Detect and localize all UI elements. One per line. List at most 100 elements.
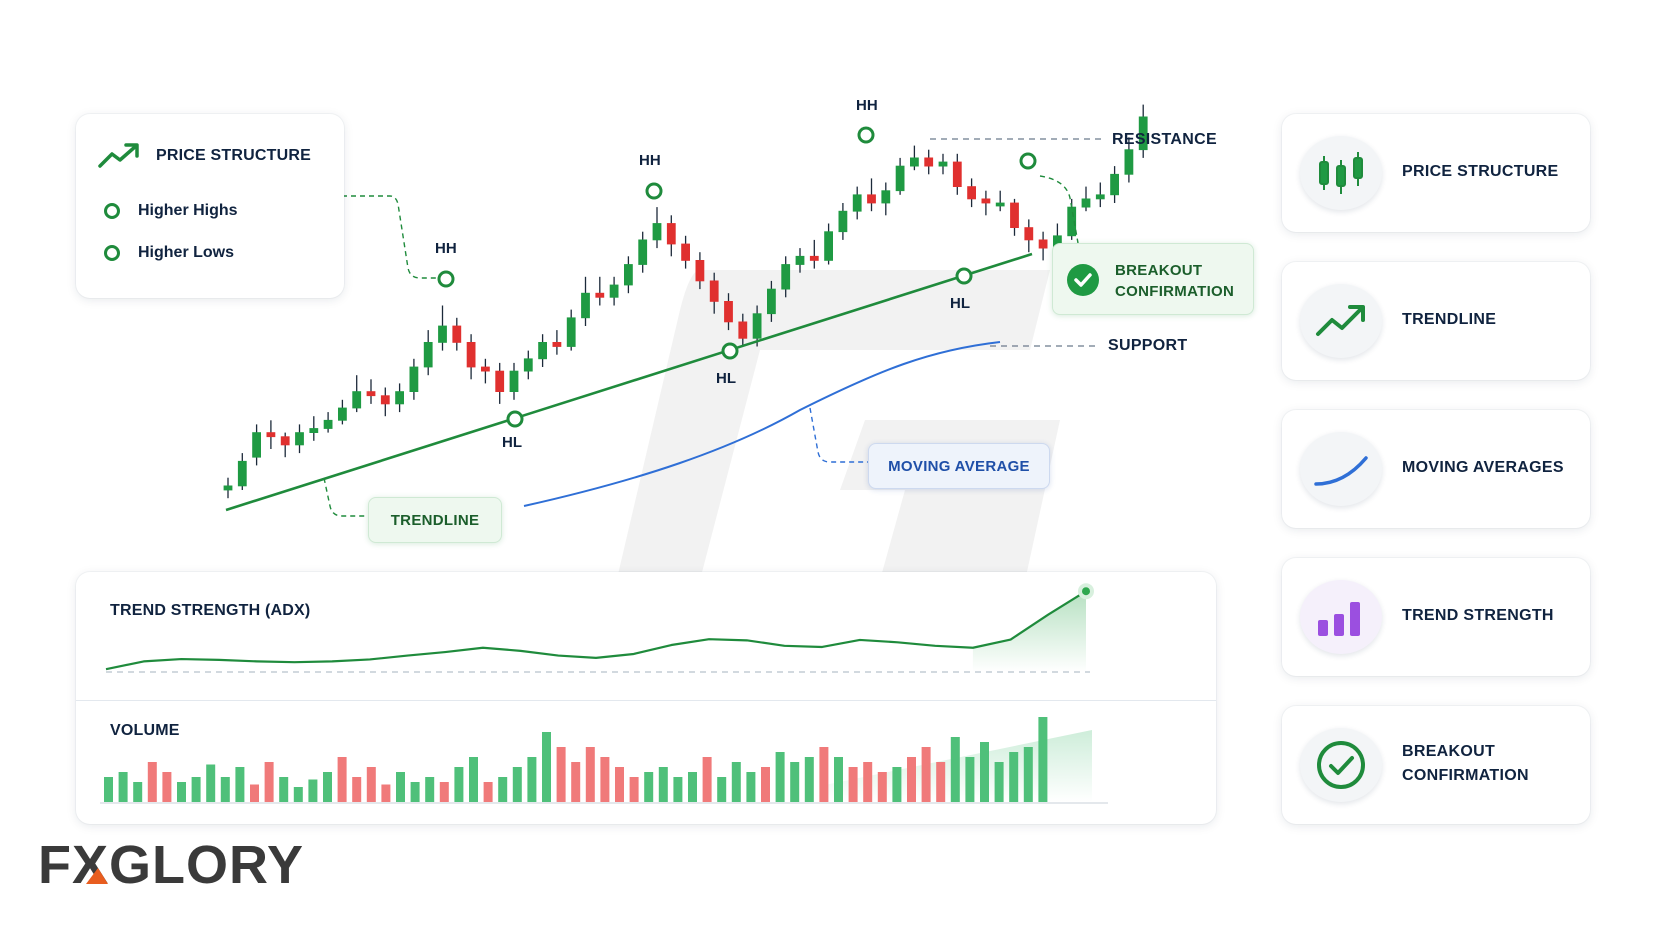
sidebar-item-breakout-confirmation[interactable]: BREAKOUT CONFIRMATION [1282,706,1590,824]
candle-body [337,407,347,421]
legend-label: Higher Highs [138,202,238,219]
candle-body [724,300,733,323]
candle [595,276,605,306]
candle-body [767,288,776,315]
candle-body [1095,194,1105,200]
moving-average-label: MOVING AVERAGE [868,443,1050,489]
candle [709,272,719,314]
candle-body [280,436,290,446]
candle-body [666,223,676,245]
candle [266,420,276,449]
candles [223,104,1148,499]
candle-body [695,259,705,282]
sidebar-item-moving-averages[interactable]: MOVING AVERAGES [1282,410,1590,528]
pivot-label-hl-2: HL [716,370,736,387]
candle-body [738,321,748,339]
candle-body [1124,149,1134,175]
candle [309,416,319,441]
candle-body [380,395,390,405]
candle-body [237,460,247,487]
candle-body [552,341,562,347]
candle-body [581,292,590,319]
candle-body [252,432,262,458]
divider [76,700,1216,701]
candle [952,153,962,195]
trend-up-icon [1300,284,1382,358]
candle-body [952,161,962,188]
candle-body [566,317,576,347]
candle [466,334,476,380]
pivot-marker [721,342,739,360]
candle-body [910,157,919,167]
candle [1138,104,1148,158]
candle [1081,186,1091,212]
trend-up-icon [98,143,139,168]
candle-body [309,428,319,433]
candle [781,256,791,298]
candle-body [409,366,419,393]
candle [438,305,447,351]
candle [824,223,833,265]
pivot-label-hh-3: HH [856,97,878,114]
connector [1039,175,1079,244]
pivot-marker [857,126,875,144]
candle [352,375,362,413]
candle [981,190,991,216]
legend-label: Higher Lows [138,244,235,261]
check-circle-icon [1300,728,1382,802]
candle-body [867,194,876,204]
legend-higher-lows: Higher Lows [104,244,234,262]
candle-body [752,313,762,339]
candle [566,309,576,351]
candle-body [995,202,1005,207]
adx-title: TREND STRENGTH (ADX) [110,602,311,619]
sidebar-item-price-structure[interactable]: PRICE STRUCTURE [1282,114,1590,232]
trendline-label: TRENDLINE [368,497,502,543]
pivot-marker [437,270,455,288]
trendline [225,252,1033,512]
candle [581,276,590,326]
candle [1124,137,1134,183]
ring-marker-icon [104,203,120,219]
candle [638,231,648,273]
candle [881,182,891,216]
candle-body [1024,227,1034,241]
sidebar-item-trend-strength[interactable]: TREND STRENGTH [1282,558,1590,676]
price-structure-title: PRICE STRUCTURE [156,147,312,164]
candle [1010,198,1019,236]
candle-body [852,194,862,212]
sidebar-label: BREAKOUT CONFIRMATION [1402,743,1529,784]
candle-body [595,292,605,298]
candle [924,149,934,175]
candle [395,383,405,413]
candle-body [824,231,833,261]
candle [223,477,233,499]
candle [523,350,533,380]
moving-average-line [523,341,1001,507]
candle [995,190,1005,212]
candle-body [895,165,905,192]
indicators-panel: TREND STRENGTH (ADX) VOLUME [76,572,1216,824]
pivot-label-hl-3: HL [950,295,970,312]
sidebar-label: TREND STRENGTH [1402,607,1554,624]
support-label: SUPPORT [1108,337,1188,354]
sidebar-label: PRICE STRUCTURE [1402,163,1559,180]
candle-body [395,391,405,405]
candle [1024,219,1034,253]
candle [910,145,919,171]
candle-body [452,325,462,343]
sidebar-item-trendline[interactable]: TRENDLINE [1282,262,1590,380]
candle [323,412,333,433]
candle [409,358,419,400]
candle [366,379,376,404]
connector [342,195,440,279]
candle-body [781,264,791,290]
candle [280,432,290,458]
volume-title: VOLUME [110,722,180,739]
candle [852,186,862,220]
ring-marker-icon [104,245,120,261]
sidebar-label: MOVING AVERAGES [1402,459,1564,476]
candle-body [809,255,819,261]
pivot-label-hh-1: HH [435,240,457,257]
